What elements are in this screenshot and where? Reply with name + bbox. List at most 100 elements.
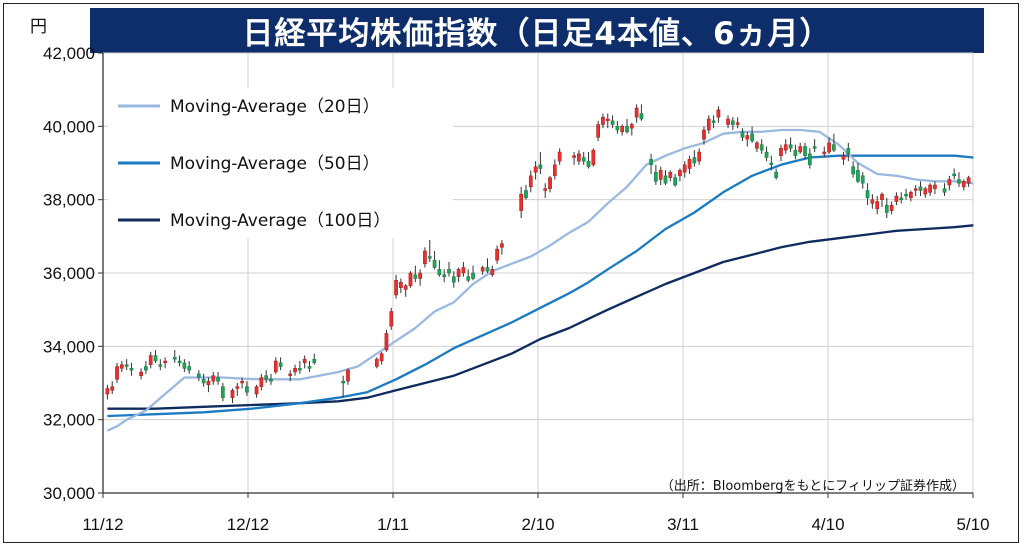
candle	[668, 170, 673, 182]
candle-body	[841, 155, 846, 160]
candle	[605, 113, 610, 129]
source-note: （出所：Bloombergをもとにフィリップ証券作成）	[661, 478, 965, 494]
candle	[442, 269, 447, 283]
candle	[216, 372, 220, 385]
candle-body	[735, 122, 740, 125]
candle	[596, 120, 600, 141]
candle	[548, 175, 552, 193]
candle-body	[447, 269, 451, 274]
candle	[880, 192, 884, 207]
candle	[374, 357, 379, 369]
candle	[889, 201, 894, 215]
candle	[278, 357, 283, 371]
candle-body	[451, 276, 456, 283]
candle-body	[110, 386, 115, 391]
candle	[735, 117, 740, 129]
candle	[957, 172, 961, 187]
candle	[519, 186, 524, 218]
candle-body	[755, 142, 759, 149]
candle	[451, 271, 456, 288]
candle	[245, 381, 249, 396]
candle-body	[211, 375, 216, 382]
candle-body	[408, 272, 413, 287]
candle	[235, 383, 240, 396]
candle	[158, 359, 163, 371]
candle-body	[418, 272, 422, 279]
candle	[196, 370, 201, 382]
candle-body	[952, 173, 957, 177]
candle-body	[649, 159, 653, 166]
candle-body	[399, 281, 403, 288]
candle	[153, 350, 158, 363]
candle-body	[682, 164, 687, 173]
candle	[947, 175, 952, 191]
candle-body	[783, 144, 788, 151]
candle	[254, 384, 259, 398]
candle-body	[860, 175, 865, 184]
candle-body	[557, 151, 562, 162]
candle-body	[235, 386, 240, 389]
candle-body	[148, 355, 153, 365]
candle	[692, 150, 697, 167]
candle-body	[692, 157, 697, 164]
candle-body	[552, 164, 557, 177]
candle-body	[880, 193, 884, 200]
candle	[119, 361, 124, 372]
x-tick-label: 3/11	[667, 515, 699, 534]
candle-body	[177, 360, 182, 364]
candle-body	[288, 373, 293, 376]
y-tick-label: 32,000	[43, 411, 95, 430]
candle-body	[769, 162, 774, 166]
x-tick-label: 12/12	[227, 515, 270, 534]
candle	[591, 148, 596, 167]
candle-body	[933, 184, 937, 189]
candle	[288, 370, 293, 382]
candle-body	[654, 171, 658, 182]
candle-body	[918, 186, 923, 191]
candle-body	[663, 175, 668, 184]
candle-body	[206, 380, 211, 386]
candle	[307, 361, 312, 372]
candle-body	[115, 366, 119, 380]
candle-body	[500, 243, 504, 248]
candle-body	[543, 188, 548, 191]
candle-body	[254, 386, 259, 395]
moving-average-20-line	[106, 128, 974, 432]
legend-box	[108, 88, 453, 238]
candle-body	[668, 171, 673, 178]
candle-body	[779, 148, 783, 156]
candle-body	[293, 368, 297, 373]
candle	[812, 139, 817, 152]
candle	[586, 152, 591, 169]
candle-body	[144, 366, 148, 371]
candle	[846, 142, 851, 162]
candle	[769, 155, 774, 171]
candle-body	[423, 250, 427, 265]
candle	[115, 362, 119, 383]
candle	[783, 139, 788, 154]
candle-body	[394, 280, 398, 296]
candle	[206, 377, 211, 393]
candle-body	[851, 166, 855, 175]
candle-body	[856, 170, 860, 182]
candle-body	[216, 377, 220, 382]
candle	[124, 359, 129, 371]
candle	[413, 265, 418, 283]
candle	[456, 267, 461, 283]
candle-body	[702, 129, 706, 140]
candle	[269, 373, 273, 385]
candle-body	[259, 377, 264, 387]
candle-body	[273, 360, 278, 373]
x-tick-label: 11/12	[82, 515, 123, 534]
chart-frame	[3, 3, 1019, 543]
candle-body	[153, 355, 158, 362]
candle-body	[581, 157, 586, 162]
candle	[755, 141, 759, 152]
candle	[528, 170, 533, 193]
candle-body	[706, 118, 711, 131]
candle-body	[413, 274, 418, 279]
candle	[302, 355, 307, 369]
candle-body	[264, 375, 269, 380]
candle-body	[172, 357, 177, 360]
candle	[182, 359, 187, 372]
